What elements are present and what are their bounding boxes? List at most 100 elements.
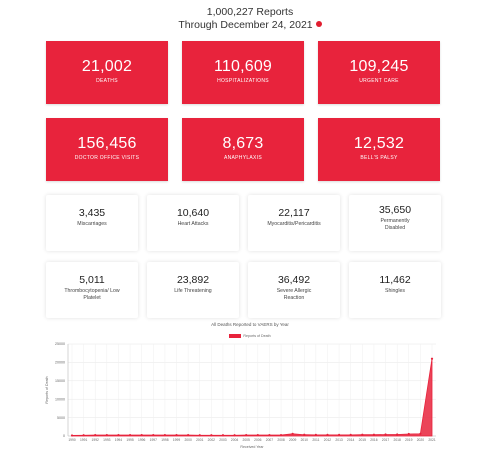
doctor-office-visits-label: DOCTOR OFFICE VISITS	[74, 155, 140, 161]
permanently-disabled-card: 35,650 Permanently Disabled	[349, 195, 441, 251]
data-point	[256, 433, 259, 437]
x-tick-label: 2012	[324, 438, 332, 442]
data-point	[303, 433, 306, 436]
data-point	[430, 357, 434, 360]
deaths-value: 21,002	[81, 58, 133, 75]
x-tick-label: 1995	[126, 438, 134, 442]
heart-attacks-card: 10,640 Heart Attacks	[147, 195, 239, 251]
data-point	[210, 434, 213, 437]
miscarriages-card: 3,435 Miscarriages	[46, 195, 138, 251]
bells-palsy-card: 12,532 BELL'S PALSY	[318, 118, 440, 181]
data-point	[372, 433, 376, 436]
data-point	[233, 434, 236, 437]
anaphylaxis-value: 8,673	[222, 135, 264, 152]
anaphylaxis-label: ANAPHYLAXIS	[223, 155, 263, 161]
shingles-card: 11,462 Shingles	[349, 262, 441, 318]
x-tick-label: 2018	[393, 438, 401, 442]
miscarriages-value: 3,435	[78, 207, 106, 219]
data-point	[221, 434, 225, 437]
data-point	[337, 433, 341, 436]
x-tick-label: 2002	[208, 438, 216, 442]
data-point	[187, 433, 190, 437]
x-tick-label: 1992	[92, 438, 100, 442]
doctor-office-visits-card: 156,456 DOCTOR OFFICE VISITS	[46, 118, 168, 181]
data-point	[349, 433, 352, 436]
doctor-office-visits-value: 156,456	[77, 135, 137, 152]
data-point	[82, 434, 85, 437]
data-point	[268, 433, 271, 437]
data-point	[291, 432, 294, 435]
urgent-care-card: 109,245 URGENT CARE	[318, 41, 440, 104]
x-tick-label: 2006	[254, 438, 262, 442]
x-tick-label: 2005	[243, 438, 251, 442]
data-point	[407, 432, 410, 436]
x-tick-label: 2003	[219, 438, 227, 442]
data-point	[245, 433, 248, 437]
urgent-care-label: URGENT CARE	[359, 78, 399, 84]
chart-title: All Deaths Reported to VAERS by Year	[211, 322, 289, 327]
heart-attacks-value: 10,640	[176, 207, 210, 219]
deaths-label: DEATHS	[96, 78, 118, 84]
data-point	[70, 434, 74, 437]
x-tick-label: 2020	[417, 438, 425, 442]
x-tick-label: 1990	[68, 438, 76, 442]
miscarriages-label: Miscarriages	[77, 221, 107, 227]
bells-palsy-label: BELL'S PALSY	[360, 155, 398, 161]
x-tick-label: 1997	[150, 438, 158, 442]
y-tick-label: 5000	[57, 416, 65, 420]
report-header: 1,000,227 Reports Through December 24, 2…	[0, 6, 500, 32]
data-point	[175, 433, 178, 437]
data-point	[94, 433, 97, 437]
permanently-disabled-label: Permanently Disabled	[380, 218, 410, 231]
deaths-by-year-chart: All Deaths Reported to VAERS by Year Rep…	[40, 322, 460, 450]
data-point	[105, 433, 108, 437]
y-tick-label: 15000	[55, 379, 65, 383]
x-tick-label: 1994	[115, 438, 123, 442]
data-point	[396, 433, 399, 436]
x-tick-label: 2004	[231, 438, 239, 442]
severe-allergic-reaction-value: 36,492	[277, 274, 311, 286]
x-tick-label: 2014	[347, 438, 355, 442]
report-date-text: Through December 24, 2021	[178, 19, 313, 31]
x-tick-label: 2013	[335, 438, 343, 442]
shingles-value: 11,462	[379, 274, 411, 286]
y-tick-label: 10000	[55, 397, 65, 401]
x-tick-label: 2011	[312, 438, 319, 442]
legend-swatch	[229, 334, 242, 339]
report-date: Through December 24, 2021	[0, 19, 500, 32]
x-tick-label: 2010	[301, 438, 309, 442]
x-tick-label: 2021	[428, 438, 436, 442]
x-tick-label: 2015	[359, 438, 367, 442]
life-threatening-label: Life Threatening	[174, 288, 212, 294]
permanently-disabled-value: 35,650	[378, 204, 412, 216]
severe-allergic-reaction-label: Severe Allergic Reaction	[276, 288, 312, 301]
data-point	[326, 433, 329, 436]
x-tick-label: 1998	[161, 438, 169, 442]
shingles-label: Shingles	[385, 288, 405, 294]
urgent-care-value: 109,245	[349, 58, 409, 75]
thrombocytopenia-card: 5,011 Thrombocytopenia/ Low Platelet	[46, 262, 138, 318]
x-tick-label: 2017	[382, 438, 390, 442]
chart-legend[interactable]: Reports of Death	[40, 334, 460, 339]
x-tick-label: 1996	[138, 438, 146, 442]
x-tick-label: 2007	[266, 438, 274, 442]
y-tick-label: 20000	[55, 361, 65, 365]
thrombocytopenia-value: 5,011	[79, 274, 105, 286]
x-axis-label: Received Year	[240, 445, 264, 449]
deaths-card: 21,002 DEATHS	[46, 41, 168, 104]
x-tick-label: 2009	[289, 438, 297, 442]
x-tick-label: 2016	[370, 438, 378, 442]
data-point	[128, 433, 132, 437]
total-reports: 1,000,227 Reports	[206, 6, 294, 18]
x-tick-label: 1993	[103, 438, 111, 442]
myocarditis-card: 22,117 Myocarditis/Pericarditis	[248, 195, 340, 251]
x-tick-label: 1991	[80, 438, 88, 442]
info-icon[interactable]	[315, 21, 322, 28]
data-point	[140, 433, 143, 437]
myocarditis-value: 22,117	[278, 207, 310, 219]
data-point	[117, 433, 120, 437]
legend-label: Reports of Death	[243, 334, 271, 338]
hospitalizations-value: 110,609	[213, 58, 273, 75]
data-point	[419, 432, 422, 435]
life-threatening-value: 23,892	[176, 274, 210, 286]
